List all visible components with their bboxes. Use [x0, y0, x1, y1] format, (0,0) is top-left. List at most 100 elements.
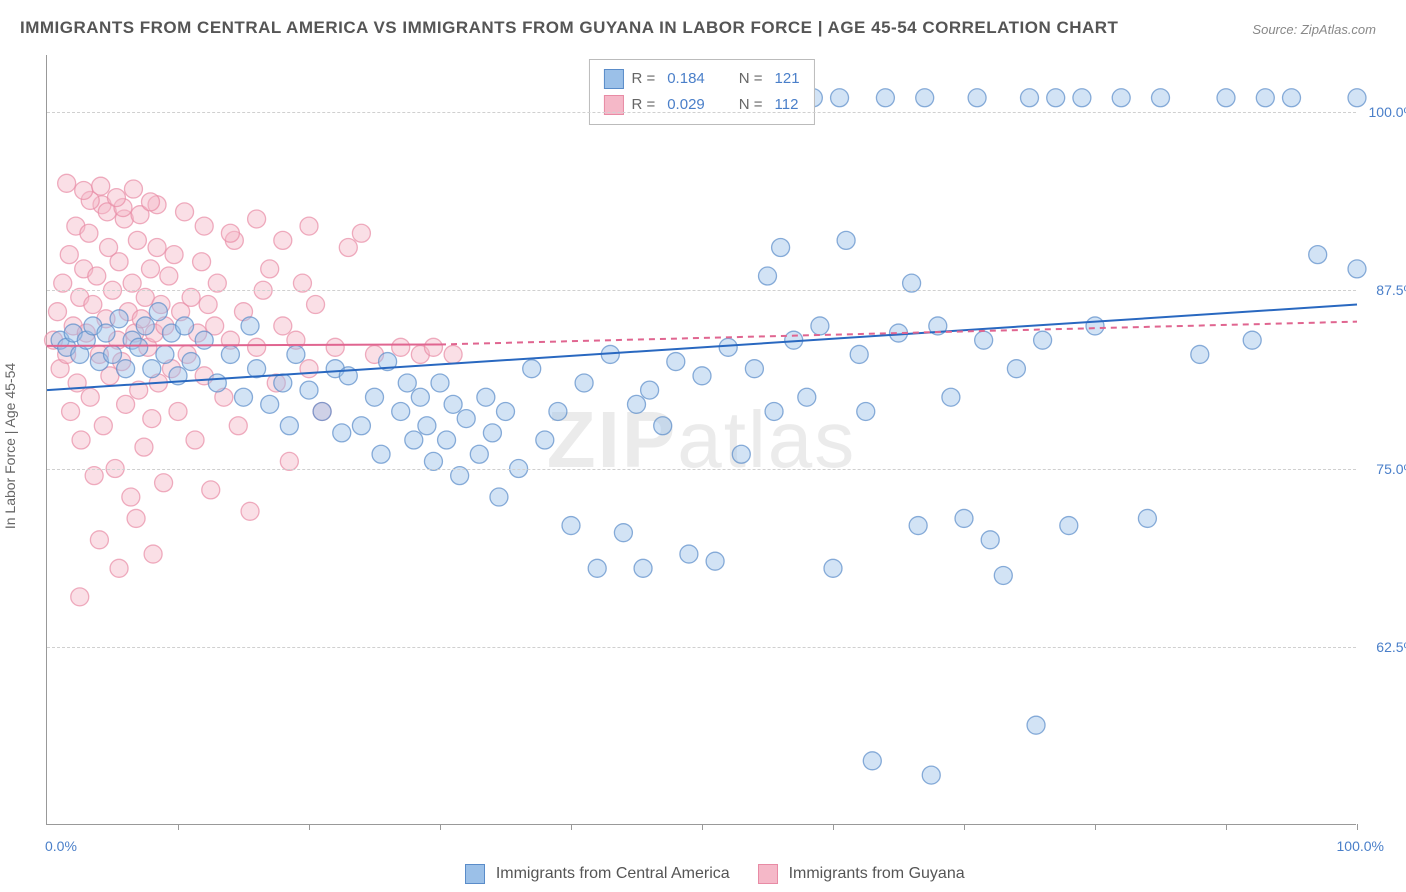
scatter-point	[148, 239, 166, 257]
scatter-point	[80, 224, 98, 242]
scatter-point	[1027, 716, 1045, 734]
scatter-point	[693, 367, 711, 385]
scatter-point	[333, 424, 351, 442]
scatter-point	[135, 438, 153, 456]
r-label: R =	[631, 66, 655, 92]
scatter-point	[1112, 89, 1130, 107]
scatter-point	[165, 246, 183, 264]
scatter-point	[536, 431, 554, 449]
n-label: N =	[739, 92, 763, 118]
scatter-point	[1034, 331, 1052, 349]
scatter-point	[122, 488, 140, 506]
scatter-point	[366, 388, 384, 406]
scatter-point	[326, 338, 344, 356]
scatter-point	[261, 395, 279, 413]
scatter-point	[1256, 89, 1274, 107]
legend-row-series2: R = 0.029 N = 112	[603, 92, 799, 118]
scatter-point	[614, 524, 632, 542]
series1-label: Immigrants from Central America	[496, 865, 730, 882]
scatter-point	[411, 388, 429, 406]
scatter-point	[202, 481, 220, 499]
scatter-point	[169, 402, 187, 420]
legend-swatch-blue	[465, 864, 485, 884]
scatter-point	[300, 217, 318, 235]
scatter-point	[221, 345, 239, 363]
scatter-point	[274, 317, 292, 335]
scatter-point	[398, 374, 416, 392]
y-tick-label: 100.0%	[1361, 104, 1406, 120]
scatter-point	[195, 331, 213, 349]
scatter-point	[160, 267, 178, 285]
scatter-point	[248, 210, 266, 228]
series-legend: Immigrants from Central America Immigran…	[0, 864, 1406, 884]
scatter-point	[1138, 509, 1156, 527]
scatter-point	[127, 509, 145, 527]
scatter-point	[280, 417, 298, 435]
scatter-point	[352, 417, 370, 435]
gridline	[47, 112, 1356, 113]
scatter-point	[438, 431, 456, 449]
scatter-point	[136, 317, 154, 335]
scatter-point	[130, 338, 148, 356]
scatter-point	[352, 224, 370, 242]
x-tick	[309, 824, 310, 830]
scatter-point	[732, 445, 750, 463]
gridline	[47, 469, 1356, 470]
gridline	[47, 290, 1356, 291]
scatter-point	[339, 239, 357, 257]
scatter-point	[107, 189, 125, 207]
scatter-point	[1283, 89, 1301, 107]
scatter-point	[483, 424, 501, 442]
scatter-point	[1060, 517, 1078, 535]
scatter-point	[909, 517, 927, 535]
legend-row-series1: R = 0.184 N = 121	[603, 66, 799, 92]
scatter-point	[58, 174, 76, 192]
plot-area: ZIPatlas R = 0.184 N = 121 R = 0.029 N =…	[46, 55, 1356, 825]
scatter-point	[143, 410, 161, 428]
scatter-point	[94, 417, 112, 435]
scatter-point	[942, 388, 960, 406]
scatter-point	[654, 417, 672, 435]
legend-swatch-pink	[758, 864, 778, 884]
trend-line	[47, 344, 440, 345]
scatter-point	[155, 474, 173, 492]
scatter-point	[274, 231, 292, 249]
scatter-point	[241, 317, 259, 335]
correlation-legend: R = 0.184 N = 121 R = 0.029 N = 112	[588, 59, 814, 125]
scatter-point	[144, 545, 162, 563]
scatter-point	[75, 181, 93, 199]
scatter-point	[745, 360, 763, 378]
chart-svg	[47, 55, 1356, 824]
r-value-series2: 0.029	[667, 92, 705, 118]
scatter-point	[182, 353, 200, 371]
scatter-point	[141, 260, 159, 278]
n-value-series2: 112	[775, 92, 799, 118]
scatter-point	[811, 317, 829, 335]
scatter-point	[850, 345, 868, 363]
scatter-point	[922, 766, 940, 784]
scatter-point	[117, 360, 135, 378]
scatter-point	[876, 89, 894, 107]
scatter-point	[916, 89, 934, 107]
scatter-point	[141, 193, 159, 211]
scatter-point	[229, 417, 247, 435]
scatter-point	[176, 317, 194, 335]
y-tick-label: 87.5%	[1361, 282, 1406, 298]
scatter-point	[759, 267, 777, 285]
gridline	[47, 647, 1356, 648]
scatter-point	[1021, 89, 1039, 107]
scatter-point	[300, 360, 318, 378]
x-axis-max-label: 100.0%	[1337, 838, 1384, 854]
scatter-point	[968, 89, 986, 107]
scatter-point	[1047, 89, 1065, 107]
scatter-point	[497, 402, 515, 420]
scatter-point	[92, 177, 110, 195]
x-tick	[1095, 824, 1096, 830]
scatter-point	[588, 559, 606, 577]
scatter-point	[837, 231, 855, 249]
scatter-point	[392, 402, 410, 420]
scatter-point	[798, 388, 816, 406]
scatter-point	[444, 345, 462, 363]
scatter-point	[1309, 246, 1327, 264]
scatter-point	[562, 517, 580, 535]
